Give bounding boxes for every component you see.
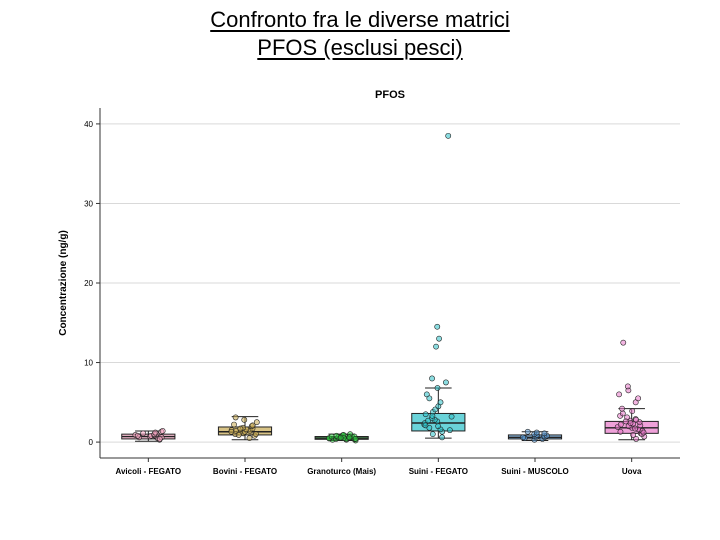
svg-text:20: 20 [84,279,93,288]
svg-text:30: 30 [84,199,93,208]
svg-text:Suini - FEGATO: Suini - FEGATO [409,467,468,476]
chart-svg: 0 10 20 30 40 Avicoli - FEGATO Bovini - FEGATO… [50,80,690,500]
title-line1: Confronto fra le diverse matrici [210,7,510,32]
svg-text:Granoturco (Mais): Granoturco (Mais) [307,467,376,476]
page-title: Confronto fra le diverse matrici PFOS (e… [0,6,720,61]
pfos-boxplot-chart: 0 10 20 30 40 Avicoli - FEGATO Bovini - FEGATO… [50,80,690,500]
svg-text:Concentrazione (ng/g): Concentrazione (ng/g) [58,230,69,336]
svg-text:40: 40 [84,120,93,129]
svg-text:Uova: Uova [622,467,642,476]
svg-text:Suini - MUSCOLO: Suini - MUSCOLO [501,467,569,476]
svg-text:Bovini - FEGATO: Bovini - FEGATO [213,467,277,476]
svg-text:Avicoli - FEGATO: Avicoli - FEGATO [116,467,182,476]
svg-text:PFOS: PFOS [375,89,405,101]
svg-text:0: 0 [89,438,94,447]
title-line2: PFOS (esclusi pesci) [257,35,462,60]
svg-text:10: 10 [84,359,93,368]
